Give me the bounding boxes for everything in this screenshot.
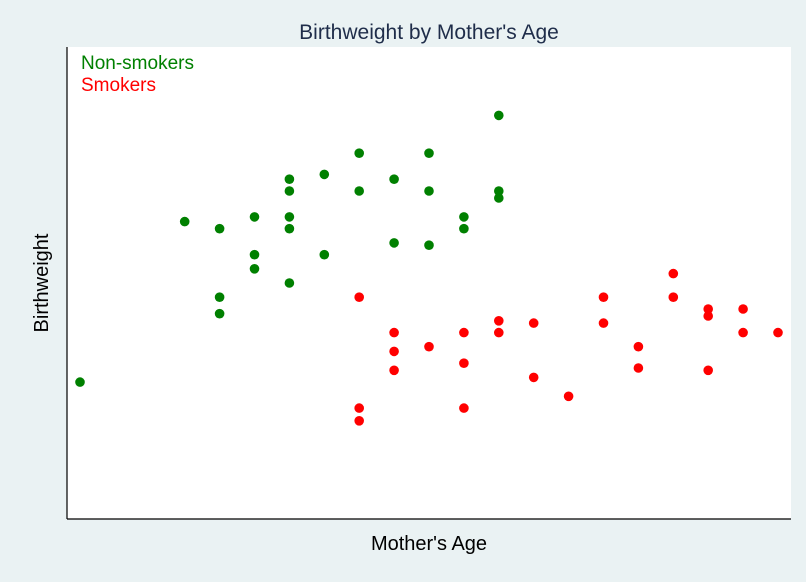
legend-entry-non-smokers: Non-smokers xyxy=(81,53,194,74)
point-non-smokers-24 xyxy=(494,110,504,121)
point-smokers-0 xyxy=(354,292,365,303)
point-non-smokers-12 xyxy=(284,278,295,288)
point-smokers-16 xyxy=(598,318,609,328)
point-smokers-22 xyxy=(703,311,713,321)
point-smokers-2 xyxy=(354,416,365,426)
point-smokers-1 xyxy=(354,403,365,413)
data-points xyxy=(75,110,783,426)
point-non-smokers-9 xyxy=(284,186,295,196)
point-non-smokers-1 xyxy=(179,216,190,227)
y-axis-label: Birthweight xyxy=(31,233,53,332)
point-non-smokers-21 xyxy=(424,240,434,250)
legend: Non-smokers Smokers xyxy=(81,53,194,96)
point-smokers-6 xyxy=(424,341,434,352)
point-non-smokers-11 xyxy=(284,223,295,234)
point-smokers-21 xyxy=(703,304,713,314)
chart-title: Birthweight by Mother's Age xyxy=(299,21,559,44)
point-smokers-12 xyxy=(528,318,539,328)
plot-area xyxy=(67,47,791,519)
point-non-smokers-10 xyxy=(284,212,295,222)
point-non-smokers-19 xyxy=(424,148,434,158)
x-axis-label: Mother's Age xyxy=(371,533,487,555)
point-non-smokers-17 xyxy=(389,174,399,184)
point-smokers-9 xyxy=(459,403,469,413)
point-non-smokers-2 xyxy=(214,223,225,234)
point-smokers-8 xyxy=(459,358,469,369)
point-smokers-24 xyxy=(738,304,748,314)
point-non-smokers-18 xyxy=(389,238,399,248)
point-non-smokers-0 xyxy=(75,377,85,387)
point-smokers-26 xyxy=(773,327,783,338)
point-smokers-17 xyxy=(633,341,644,352)
point-smokers-10 xyxy=(494,316,504,326)
point-non-smokers-25 xyxy=(494,186,504,196)
point-smokers-13 xyxy=(528,372,539,383)
point-smokers-5 xyxy=(389,365,399,376)
legend-entry-smokers: Smokers xyxy=(81,75,156,96)
point-non-smokers-15 xyxy=(354,148,365,158)
point-smokers-19 xyxy=(668,268,679,279)
point-non-smokers-14 xyxy=(319,249,330,260)
point-smokers-15 xyxy=(598,292,609,303)
point-smokers-23 xyxy=(703,365,713,376)
point-smokers-4 xyxy=(389,346,399,357)
point-smokers-18 xyxy=(633,363,644,373)
point-non-smokers-26 xyxy=(494,193,504,203)
point-smokers-7 xyxy=(459,327,469,338)
point-smokers-3 xyxy=(389,327,399,338)
point-non-smokers-8 xyxy=(284,174,295,184)
point-non-smokers-4 xyxy=(214,308,225,319)
point-non-smokers-22 xyxy=(459,212,469,222)
point-non-smokers-6 xyxy=(249,249,260,260)
point-non-smokers-20 xyxy=(424,186,434,196)
point-smokers-11 xyxy=(494,327,504,338)
point-smokers-25 xyxy=(738,327,748,338)
point-non-smokers-23 xyxy=(459,223,469,234)
point-non-smokers-13 xyxy=(319,169,330,180)
point-smokers-14 xyxy=(563,391,574,402)
point-non-smokers-16 xyxy=(354,186,365,196)
point-non-smokers-7 xyxy=(249,264,260,274)
point-non-smokers-5 xyxy=(249,212,260,222)
point-non-smokers-3 xyxy=(214,292,225,303)
point-smokers-20 xyxy=(668,292,679,303)
